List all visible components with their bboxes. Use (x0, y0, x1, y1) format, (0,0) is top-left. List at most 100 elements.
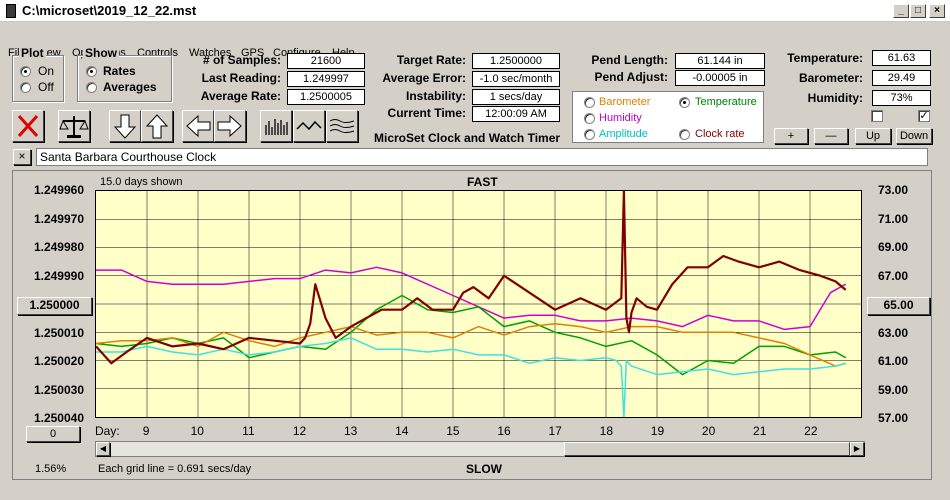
plot-on-label: On (38, 64, 55, 78)
right-arrow-button[interactable] (214, 110, 246, 142)
line-graph-button[interactable] (293, 110, 325, 142)
barometer-radio-label: Barometer (599, 96, 651, 108)
samples-value: 21600 (287, 53, 365, 69)
left-center-button[interactable]: 1.250000 (17, 297, 92, 315)
average-rate-value: 1.2500005 (287, 89, 365, 105)
slow-label: SLOW (466, 462, 502, 476)
stop-button[interactable] (12, 110, 44, 142)
wave-icon (296, 120, 322, 131)
plot-group-label: Plot (19, 46, 46, 60)
maximize-button[interactable]: □ (910, 4, 926, 18)
barometer-radio[interactable] (584, 97, 595, 108)
scroll-right-arrow[interactable]: ▶ (850, 442, 864, 456)
instability-label: Instability: (405, 89, 466, 103)
menu-gps[interactable]: GPS (241, 47, 265, 59)
horizontal-scrollbar[interactable]: ◀ ▶ (95, 441, 865, 457)
series-line-humidity (96, 266, 847, 331)
show-averages-label: Averages (103, 80, 157, 94)
menu-bar: File View Operations Controls Watches GP… (0, 22, 950, 59)
show-averages-radio[interactable] (86, 82, 97, 93)
up-button[interactable]: Up (855, 128, 891, 144)
pend-adjust-label: Pend Adjust: (594, 70, 668, 84)
instability-value: 1 secs/day (472, 89, 560, 105)
show-group-label: Show (83, 46, 119, 60)
percent-label: 1.56% (35, 463, 67, 475)
target-rate-value: 1.2500000 (472, 53, 560, 69)
temperature-label: Temperature: (787, 51, 863, 65)
x-axis-tick: 22 (804, 424, 818, 438)
plot-group (12, 55, 64, 102)
x-axis-label: Day: (95, 424, 120, 438)
arrow-right-icon (217, 114, 242, 138)
bars-icon (265, 119, 288, 135)
samples-label: # of Samples: (202, 53, 281, 67)
menu-controls[interactable]: Controls (137, 47, 178, 59)
days-shown-label: 15.0 days shown (100, 176, 183, 188)
right-axis-tick: 63.00 (877, 325, 908, 340)
left-axis-tick: 1.249960 (33, 183, 84, 197)
plot-off-label: Off (38, 80, 54, 94)
arrow-up-icon (145, 114, 169, 139)
balance-button[interactable] (58, 110, 90, 142)
left-arrow-button[interactable] (182, 110, 214, 142)
right-axis-tick: 69.00 (877, 240, 908, 254)
down-button[interactable]: Down (896, 128, 932, 144)
minus-button[interactable]: — (814, 128, 848, 144)
x-axis-tick: 14 (395, 424, 409, 438)
left-axis-tick: 1.249970 (33, 211, 84, 226)
x-axis-tick: 11 (242, 424, 255, 438)
bottom-left-button[interactable]: 0 (26, 426, 80, 442)
arrow-down-icon (113, 114, 137, 139)
series-line-clock-rate (95, 189, 847, 365)
amplitude-radio[interactable] (584, 129, 595, 140)
right-axis-tick: 73.00 (877, 183, 908, 197)
checkbox-left[interactable] (871, 110, 883, 122)
plot-on-radio[interactable] (20, 66, 31, 77)
checkbox-right[interactable]: ✓ (918, 110, 930, 122)
plus-button[interactable]: + (774, 128, 808, 144)
grid-note: Each grid line = 0.691 secs/day (98, 463, 252, 475)
humidity-label: Humidity: (807, 91, 863, 105)
x-axis-tick: 17 (548, 424, 562, 438)
last-reading-value: 1.249997 (287, 71, 365, 87)
plot-off-radio[interactable] (20, 82, 31, 93)
chart-svg (95, 189, 861, 418)
minimize-button[interactable]: _ (893, 4, 909, 18)
sensor-select-box (572, 91, 764, 143)
show-rates-label: Rates (103, 64, 136, 78)
barometer-value: 29.49 (872, 70, 931, 86)
series-line-barometer (95, 323, 846, 367)
barometer-label: Barometer: (798, 71, 863, 85)
show-group (77, 55, 172, 102)
left-axis-tick: 1.250010 (33, 325, 84, 340)
scroll-thumb[interactable] (564, 442, 850, 456)
scroll-left-arrow[interactable]: ◀ (96, 442, 110, 456)
humidity-radio[interactable] (584, 113, 595, 124)
menu-watches[interactable]: Watches (189, 47, 232, 59)
current-time-value: 12:00:09 AM (472, 106, 560, 122)
last-reading-label: Last Reading: (201, 71, 281, 85)
x-axis-tick: 16 (497, 424, 511, 438)
clock-name-field[interactable]: Santa Barbara Courthouse Clock (36, 148, 928, 166)
show-rates-radio[interactable] (86, 66, 97, 77)
close-clock-button[interactable]: × (13, 149, 31, 165)
up-arrow-button[interactable] (141, 110, 173, 142)
clock-rate-radio[interactable] (679, 129, 690, 140)
title-bar: C:\microset\2019_12_22.mst _ □ × (0, 0, 950, 22)
red-x-icon (17, 114, 39, 138)
app-caption: MicroSet Clock and Watch Timer (374, 131, 561, 145)
right-center-button[interactable]: 65.00 (867, 297, 930, 315)
x-axis-tick: 19 (650, 424, 665, 438)
x-axis-tick: 12 (292, 424, 307, 438)
humidity-value: 73% (872, 90, 931, 106)
x-axis-tick: 9 (142, 424, 150, 438)
down-arrow-button[interactable] (109, 110, 141, 142)
right-axis-tick: 71.00 (877, 211, 908, 226)
bar-graph-button[interactable] (260, 110, 292, 142)
amplitude-radio-label: Amplitude (599, 128, 648, 140)
temperature-radio-label: Temperature (695, 96, 757, 108)
current-time-label: Current Time: (387, 106, 466, 120)
smooth-graph-button[interactable] (326, 110, 358, 142)
close-window-button[interactable]: × (929, 4, 945, 18)
temperature-radio[interactable] (679, 97, 690, 108)
